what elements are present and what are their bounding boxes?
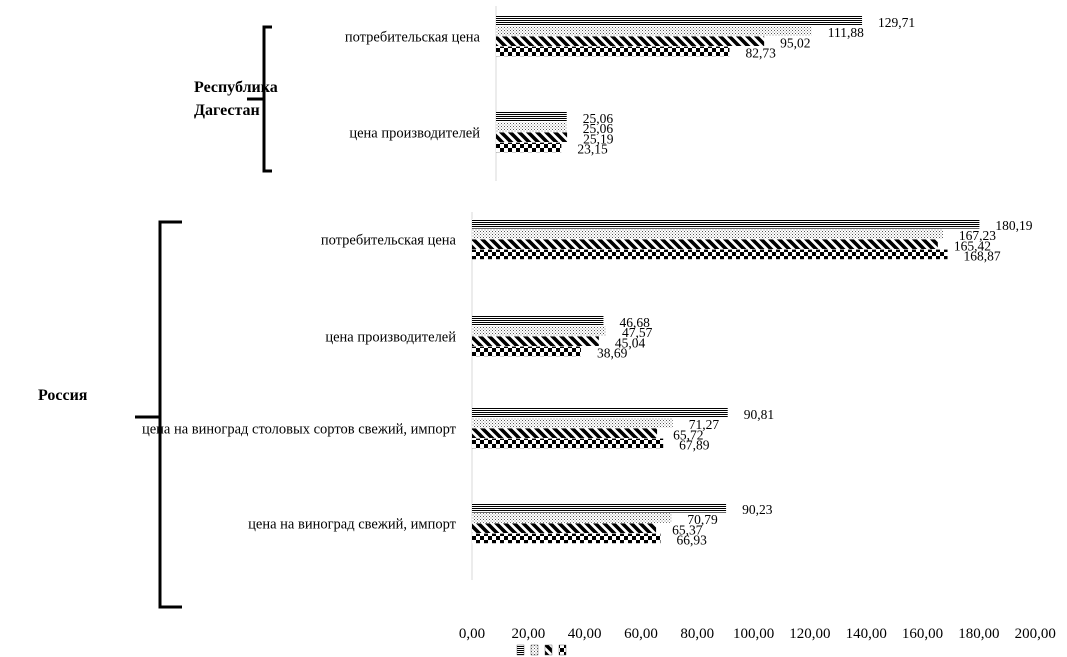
legend-swatch-diagonal-stripes <box>544 644 553 656</box>
data-label: 90,81 <box>744 407 774 422</box>
data-label: 47,57 <box>622 325 653 340</box>
category-label: цена производителей <box>325 329 456 345</box>
data-label: 65,72 <box>673 427 703 442</box>
bar-checkerboard <box>472 438 664 449</box>
data-label: 66,93 <box>676 533 707 548</box>
bar-diagonal-stripes <box>496 132 568 142</box>
category-label: цена на виноград столовых сортов свежий,… <box>142 421 457 437</box>
x-tick-label: 200,00 <box>1015 626 1056 642</box>
data-label: 82,73 <box>745 46 776 61</box>
bar-horizontal-lines <box>496 112 567 122</box>
bar-checkerboard <box>496 46 730 57</box>
bar-dots <box>496 122 567 132</box>
data-label: 180,19 <box>995 218 1032 233</box>
x-tick-label: 0,00 <box>459 626 485 642</box>
x-tick-label: 160,00 <box>902 626 943 642</box>
brace-russia <box>135 220 182 609</box>
data-label: 95,02 <box>780 35 810 50</box>
x-tick-label: 120,00 <box>789 626 830 642</box>
data-label: 167,23 <box>959 228 996 243</box>
bar-dots <box>472 326 606 336</box>
bar-diagonal-stripes <box>472 336 599 346</box>
data-label: 65,37 <box>672 522 703 537</box>
category-label: потребительская цена <box>345 29 481 45</box>
x-tick-label: 40,00 <box>568 626 602 642</box>
legend-swatch-checkerboard <box>558 644 567 656</box>
bar-horizontal-lines <box>472 503 727 513</box>
category-label: цена на виноград свежий, импорт <box>248 516 457 532</box>
bar-dots <box>496 26 812 36</box>
data-label: 111,88 <box>828 25 864 40</box>
bar-horizontal-lines <box>496 16 863 26</box>
plot-area: потребительская цена 129,71 111,88 95,02 82,… <box>142 6 1056 656</box>
data-label: 23,15 <box>577 142 608 157</box>
bar-dots <box>472 513 672 523</box>
legend-swatch-horizontal-lines <box>516 644 525 656</box>
x-tick-label: 60,00 <box>624 626 658 642</box>
x-tick-label: 20,00 <box>511 626 545 642</box>
bar-checkerboard <box>472 249 948 260</box>
data-label: 25,19 <box>583 131 614 146</box>
bar-checkerboard <box>472 346 581 357</box>
bar-checkerboard <box>496 142 562 153</box>
bar-diagonal-stripes <box>496 36 765 46</box>
category-label: потребительская цена <box>321 232 457 248</box>
bar-diagonal-stripes <box>472 428 658 438</box>
group-label-dagestan-line2: Дагестан <box>194 102 260 119</box>
data-label: 46,68 <box>619 315 650 330</box>
group-russia: Россия <box>38 220 182 609</box>
x-tick-label: 80,00 <box>680 626 714 642</box>
group-label-dagestan-line1: Республика <box>194 79 278 96</box>
x-tick-label: 180,00 <box>958 626 999 642</box>
data-label: 168,87 <box>964 249 1001 264</box>
data-label: 165,42 <box>954 238 991 253</box>
bar-horizontal-lines <box>472 408 728 418</box>
bar-dots <box>472 418 673 428</box>
brace-dagestan <box>247 25 272 173</box>
legend-swatch-dots <box>530 644 539 656</box>
data-label: 67,89 <box>679 438 710 453</box>
bar-dots <box>472 229 943 239</box>
data-label: 71,27 <box>689 417 720 432</box>
group-label-russia: Россия <box>38 387 88 404</box>
bar-checkerboard <box>472 533 661 544</box>
data-label: 129,71 <box>878 15 915 30</box>
data-label: 25,06 <box>583 121 614 136</box>
x-tick-label: 100,00 <box>733 626 774 642</box>
data-label: 90,23 <box>742 502 773 517</box>
data-label: 45,04 <box>615 335 646 350</box>
bar-diagonal-stripes <box>472 523 657 533</box>
bar-horizontal-lines <box>472 316 604 326</box>
bar-diagonal-stripes <box>472 239 938 249</box>
data-label: 25,06 <box>583 111 614 126</box>
data-label: 70,79 <box>687 512 718 527</box>
data-label: 38,69 <box>597 346 628 361</box>
category-label: цена производителей <box>349 125 480 141</box>
x-tick-label: 140,00 <box>846 626 887 642</box>
group-dagestan: Республика Дагестан <box>194 25 278 173</box>
bar-horizontal-lines <box>472 219 980 229</box>
